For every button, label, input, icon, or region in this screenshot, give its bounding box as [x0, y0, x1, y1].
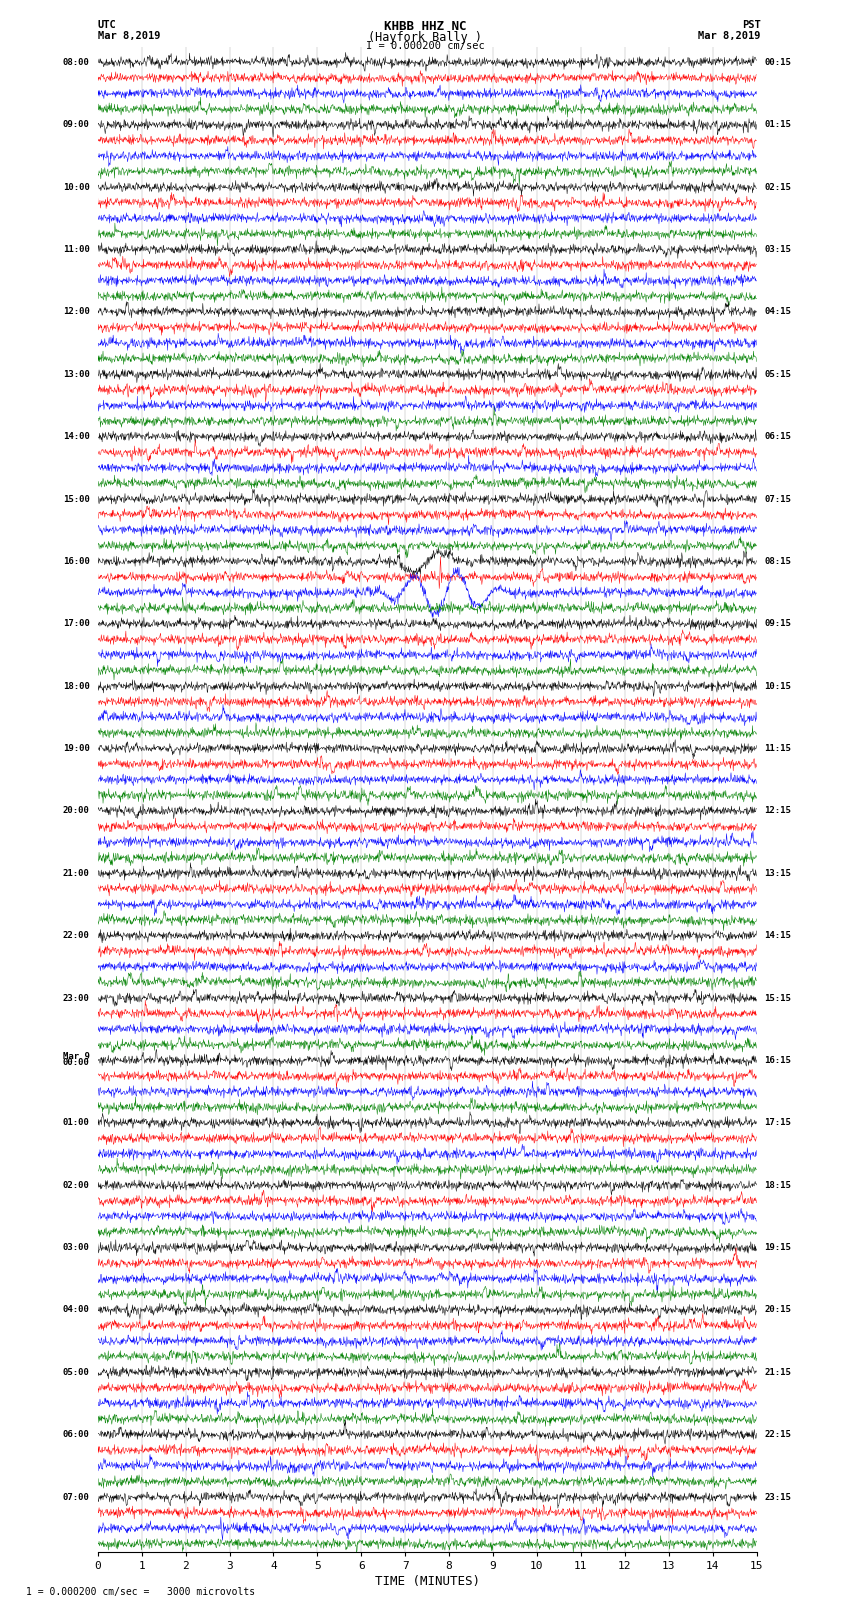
- Text: 21:15: 21:15: [764, 1368, 791, 1378]
- Text: 03:00: 03:00: [63, 1244, 90, 1252]
- Text: 18:15: 18:15: [764, 1181, 791, 1190]
- Text: 06:00: 06:00: [63, 1431, 90, 1439]
- Text: 05:15: 05:15: [764, 369, 791, 379]
- Text: 09:00: 09:00: [63, 121, 90, 129]
- Text: 17:00: 17:00: [63, 619, 90, 629]
- Text: 19:00: 19:00: [63, 744, 90, 753]
- Text: 11:00: 11:00: [63, 245, 90, 253]
- Text: 13:00: 13:00: [63, 369, 90, 379]
- Text: 07:00: 07:00: [63, 1492, 90, 1502]
- Text: UTC: UTC: [98, 19, 116, 31]
- Text: 13:15: 13:15: [764, 869, 791, 877]
- Text: Mar 8,2019: Mar 8,2019: [698, 31, 761, 40]
- Text: Mar 8,2019: Mar 8,2019: [98, 31, 161, 40]
- Text: 01:15: 01:15: [764, 121, 791, 129]
- Text: 10:00: 10:00: [63, 182, 90, 192]
- Text: 15:00: 15:00: [63, 495, 90, 503]
- Text: 17:15: 17:15: [764, 1118, 791, 1127]
- Text: 18:00: 18:00: [63, 682, 90, 690]
- Text: 03:15: 03:15: [764, 245, 791, 253]
- Text: 20:15: 20:15: [764, 1305, 791, 1315]
- Text: 09:15: 09:15: [764, 619, 791, 629]
- Text: 04:15: 04:15: [764, 308, 791, 316]
- Text: Mar 9: Mar 9: [63, 1052, 90, 1061]
- Text: 22:15: 22:15: [764, 1431, 791, 1439]
- Text: 00:00: 00:00: [63, 1058, 90, 1066]
- Text: 11:15: 11:15: [764, 744, 791, 753]
- Text: 07:15: 07:15: [764, 495, 791, 503]
- Text: 02:15: 02:15: [764, 182, 791, 192]
- Text: KHBB HHZ NC: KHBB HHZ NC: [383, 19, 467, 34]
- Text: 14:00: 14:00: [63, 432, 90, 440]
- Text: PST: PST: [742, 19, 761, 31]
- Text: 23:00: 23:00: [63, 994, 90, 1003]
- Text: 23:15: 23:15: [764, 1492, 791, 1502]
- Text: 16:00: 16:00: [63, 556, 90, 566]
- Text: 19:15: 19:15: [764, 1244, 791, 1252]
- Text: 14:15: 14:15: [764, 931, 791, 940]
- Text: 02:00: 02:00: [63, 1181, 90, 1190]
- Text: 12:00: 12:00: [63, 308, 90, 316]
- Text: 01:00: 01:00: [63, 1118, 90, 1127]
- Text: 1 = 0.000200 cm/sec =   3000 microvolts: 1 = 0.000200 cm/sec = 3000 microvolts: [26, 1587, 255, 1597]
- Text: I = 0.000200 cm/sec: I = 0.000200 cm/sec: [366, 40, 484, 52]
- Text: 05:00: 05:00: [63, 1368, 90, 1378]
- Text: 00:15: 00:15: [764, 58, 791, 66]
- Text: 16:15: 16:15: [764, 1057, 791, 1065]
- X-axis label: TIME (MINUTES): TIME (MINUTES): [375, 1574, 479, 1587]
- Text: 20:00: 20:00: [63, 806, 90, 816]
- Text: 15:15: 15:15: [764, 994, 791, 1003]
- Text: 04:00: 04:00: [63, 1305, 90, 1315]
- Text: 08:00: 08:00: [63, 58, 90, 66]
- Text: 21:00: 21:00: [63, 869, 90, 877]
- Text: 12:15: 12:15: [764, 806, 791, 816]
- Text: 10:15: 10:15: [764, 682, 791, 690]
- Text: 08:15: 08:15: [764, 556, 791, 566]
- Text: 22:00: 22:00: [63, 931, 90, 940]
- Text: 06:15: 06:15: [764, 432, 791, 440]
- Text: (Hayfork Bally ): (Hayfork Bally ): [368, 31, 482, 44]
